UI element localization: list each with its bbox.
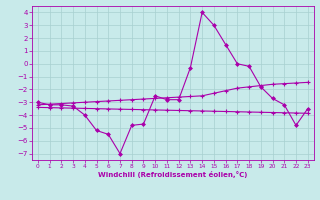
X-axis label: Windchill (Refroidissement éolien,°C): Windchill (Refroidissement éolien,°C) — [98, 171, 247, 178]
